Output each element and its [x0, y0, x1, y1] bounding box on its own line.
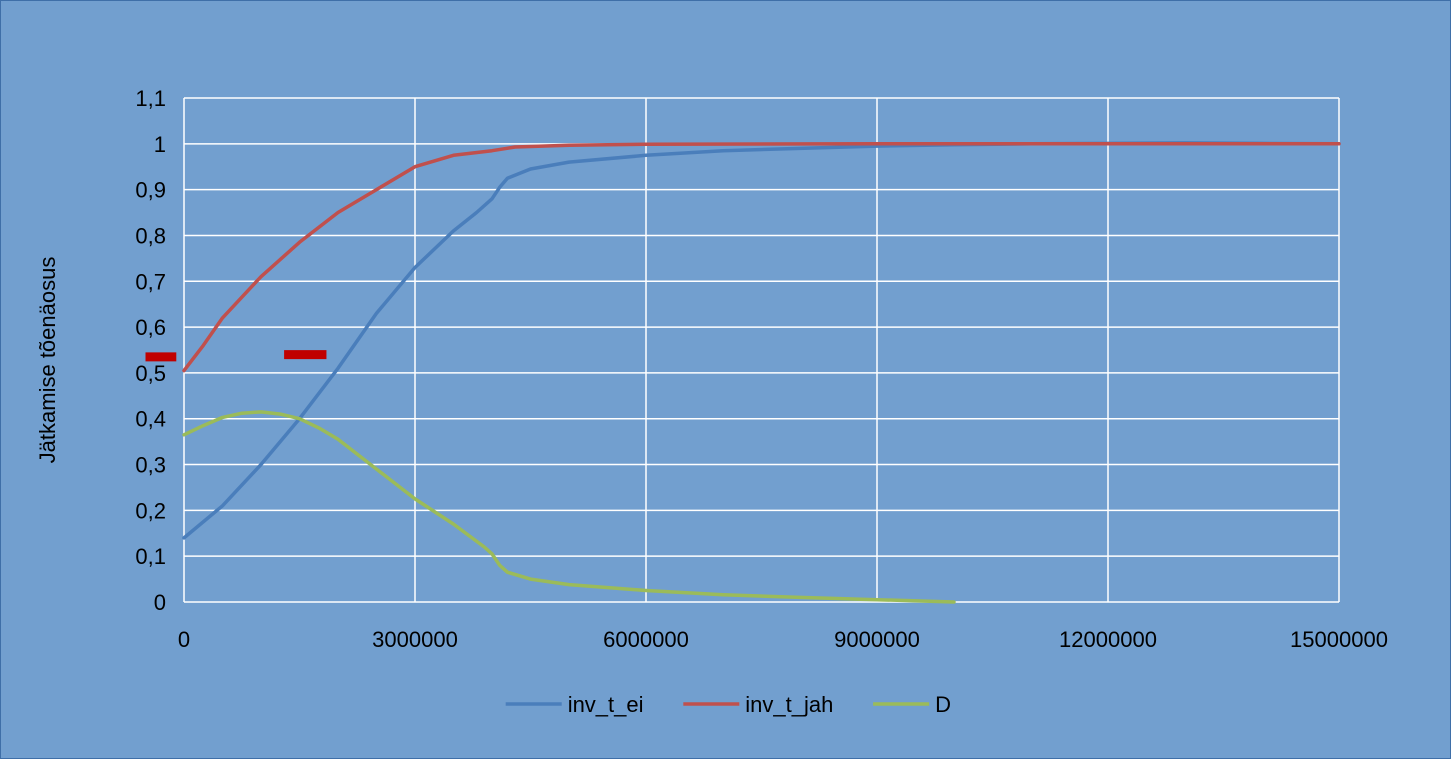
series-line-D — [182, 410, 956, 604]
x-tick-label: 6000000 — [603, 627, 689, 652]
y-tick-label: 0,8 — [135, 223, 166, 248]
y-tick-label: 0,3 — [135, 453, 166, 478]
x-tick-label: 9000000 — [834, 627, 920, 652]
x-tick-label: 12000000 — [1059, 627, 1157, 652]
y-tick-label: 0,6 — [135, 315, 166, 340]
y-tick-label: 1,1 — [135, 86, 166, 111]
x-tick-label: 15000000 — [1290, 627, 1388, 652]
y-tick-label: 0,9 — [135, 178, 166, 203]
x-axis-ticks: 0 3000000 6000000 9000000 12000000 15000000 — [178, 627, 1388, 652]
y-tick-label: 0,2 — [135, 498, 166, 523]
legend-label: inv_t_jah — [745, 692, 833, 717]
y-tick-label: 0,5 — [135, 361, 166, 386]
x-tick-label: 0 — [178, 627, 190, 652]
y-tick-label: 0,4 — [135, 407, 166, 432]
axes: 0 0,1 0,2 0,3 0,4 0,5 0,6 0,7 0,8 0,9 1 1,1 0 300000… — [35, 86, 1388, 652]
y-axis-title: Jätkamise tõenäosus — [35, 257, 60, 464]
x-tick-label: 3000000 — [372, 627, 458, 652]
red-markers — [145, 350, 327, 362]
legend-label: inv_t_ei — [568, 692, 644, 717]
y-tick-label: 0,7 — [135, 269, 166, 294]
y-axis-ticks: 0 0,1 0,2 0,3 0,4 0,5 0,6 0,7 0,8 0,9 1 1,1 — [135, 86, 166, 615]
legend: inv_t_ei inv_t_jah D — [505, 692, 951, 717]
legend-label: D — [935, 692, 951, 717]
y-tick-label: 1 — [154, 132, 166, 157]
series-line-inv_t_jah — [182, 142, 1341, 373]
grid-lines — [183, 97, 1340, 603]
y-tick-label: 0,1 — [135, 544, 166, 569]
y-tick-label: 0 — [154, 590, 166, 615]
series-lines — [182, 141, 1341, 604]
